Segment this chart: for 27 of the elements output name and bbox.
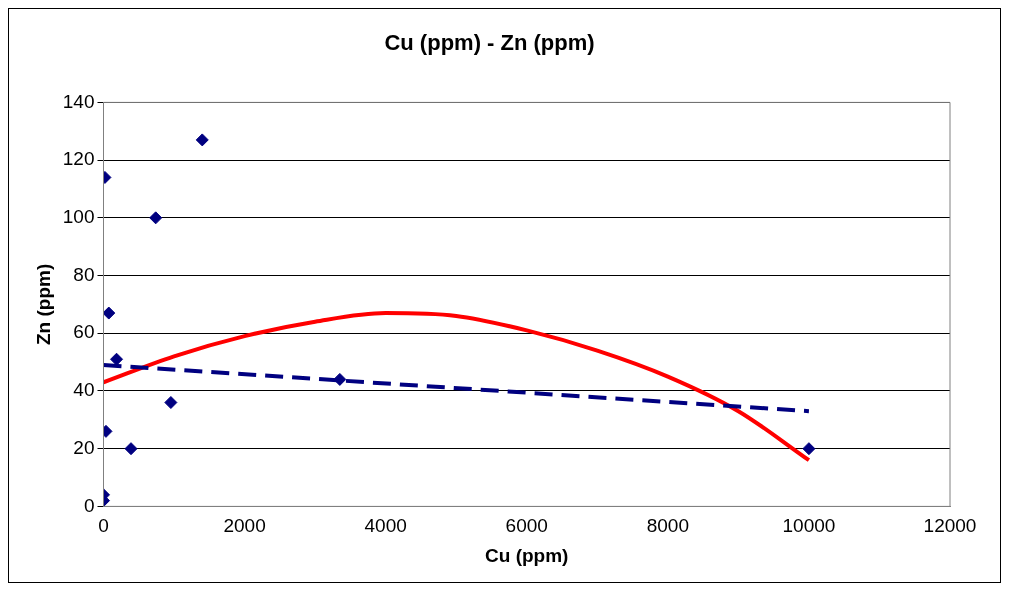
point	[195, 133, 209, 147]
x-tick-label: 10000	[782, 515, 836, 537]
point	[333, 372, 347, 386]
point	[802, 442, 816, 456]
chart-title: Cu (ppm) - Zn (ppm)	[384, 30, 595, 56]
point	[110, 352, 124, 366]
x-tick-label: 2000	[223, 515, 266, 537]
y-tick-label: 100	[62, 206, 95, 228]
y-tick-label: 0	[83, 494, 95, 516]
x-tick-label: 8000	[646, 515, 689, 537]
y-tick-label: 60	[73, 321, 95, 343]
point	[124, 442, 138, 456]
y-tick-label: 40	[73, 379, 95, 401]
y-tick-label: 140	[62, 90, 95, 112]
x-tick-label: 12000	[923, 515, 977, 537]
y-tick-label: 20	[73, 436, 95, 458]
y-axis-title: Zn (ppm)	[32, 263, 54, 346]
point	[164, 396, 178, 410]
y-tick-label: 80	[73, 263, 95, 285]
x-tick-label: 4000	[364, 515, 407, 537]
line-series	[103, 311, 811, 463]
x-axis-title: Cu (ppm)	[485, 544, 569, 566]
x-tick-label: 0	[98, 515, 109, 537]
y-tick-label: 120	[62, 148, 95, 170]
point	[149, 211, 163, 225]
x-tick-label: 6000	[505, 515, 548, 537]
point	[103, 306, 116, 320]
